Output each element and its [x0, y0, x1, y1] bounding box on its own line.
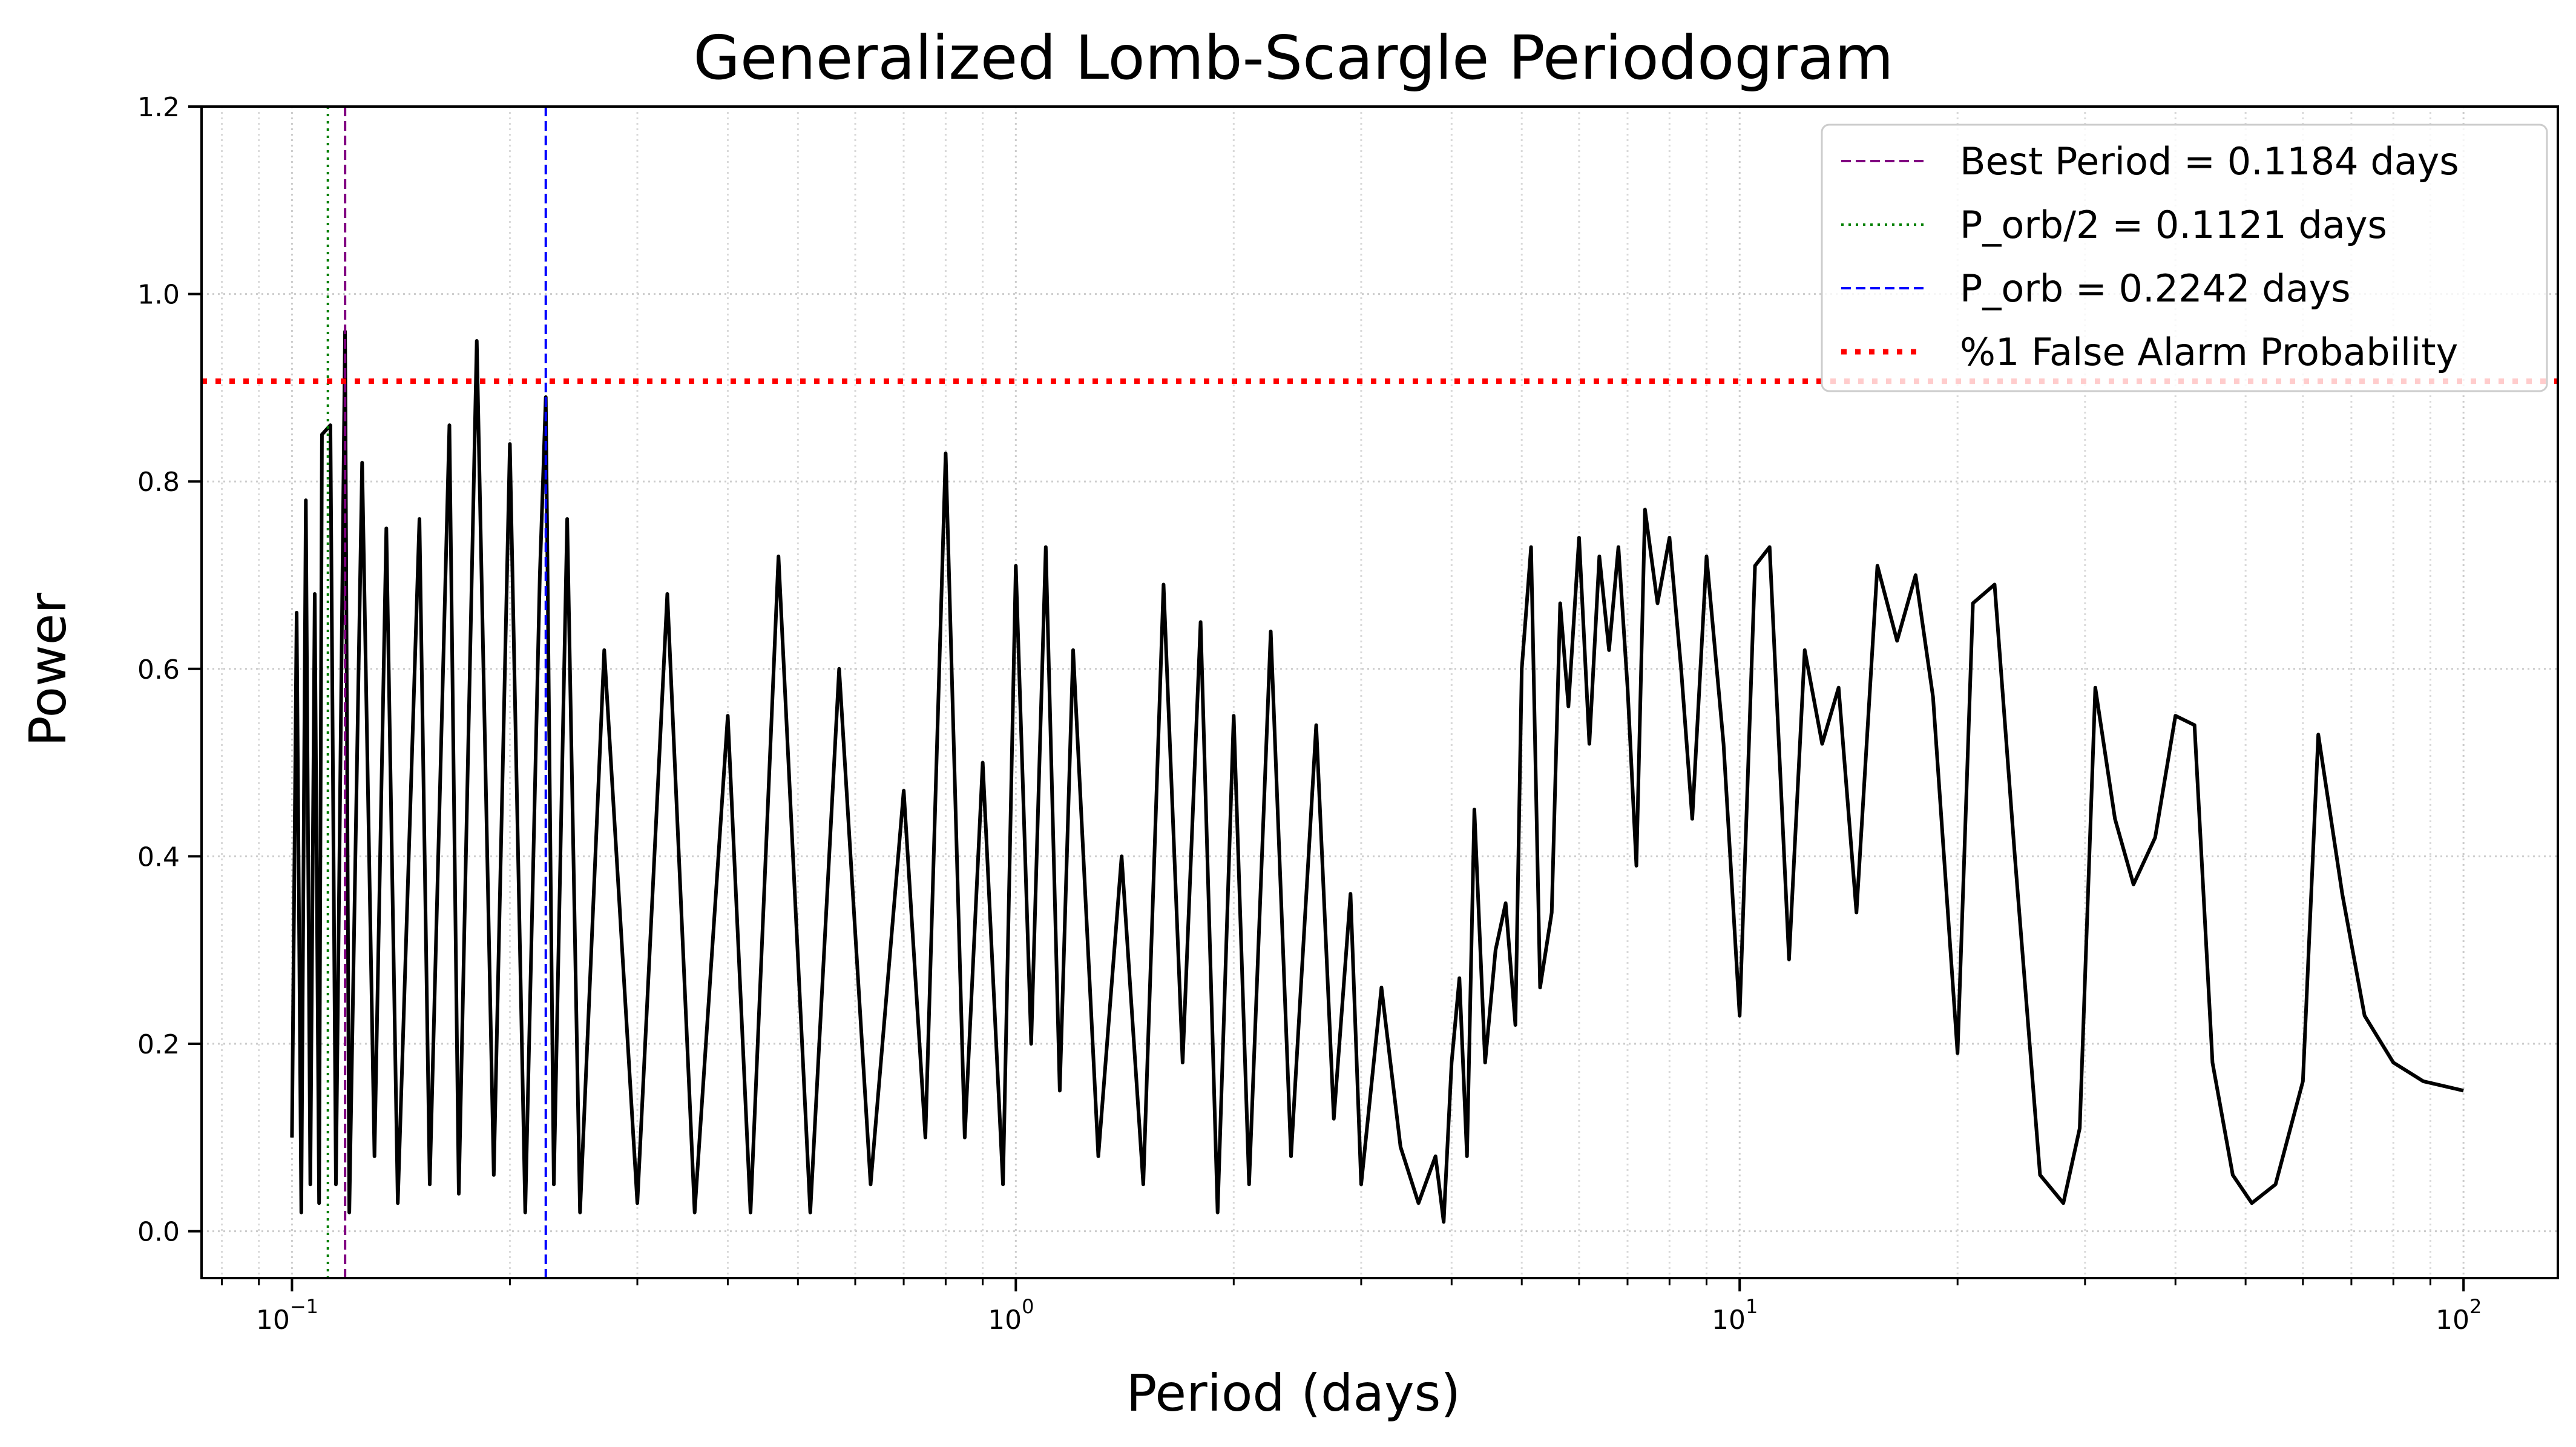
legend-box	[1821, 124, 2548, 392]
y-tick-label: 0.2	[137, 1029, 180, 1060]
legend-entry-label: Best Period = 0.1184 days	[1960, 139, 2459, 183]
y-tick-label: 0.0	[137, 1217, 180, 1248]
x-axis-label: Period (days)	[1126, 1363, 1460, 1423]
y-axis-label: Power	[18, 593, 77, 747]
y-tick-label: 0.8	[137, 467, 180, 498]
y-tick-label: 1.2	[137, 92, 180, 123]
y-tick-label: 0.4	[137, 842, 180, 872]
legend-entry-label: P_orb = 0.2242 days	[1960, 266, 2351, 311]
legend: Best Period = 0.1184 days P_orb/2 = 0.112…	[1821, 124, 2548, 392]
power-series-line	[290, 329, 2464, 1224]
plot-frame	[200, 105, 2559, 1279]
data-layer	[290, 329, 2464, 1224]
legend-entry-label: P_orb/2 = 0.1121 days	[1960, 203, 2387, 247]
legend-entry-label: %1 False Alarm Probability	[1960, 330, 2458, 374]
y-tick-label: 1.0	[137, 280, 180, 311]
y-tick-label: 0.6	[137, 654, 180, 685]
chart-title: Generalized Lomb-Scargle Periodogram	[693, 22, 1893, 93]
